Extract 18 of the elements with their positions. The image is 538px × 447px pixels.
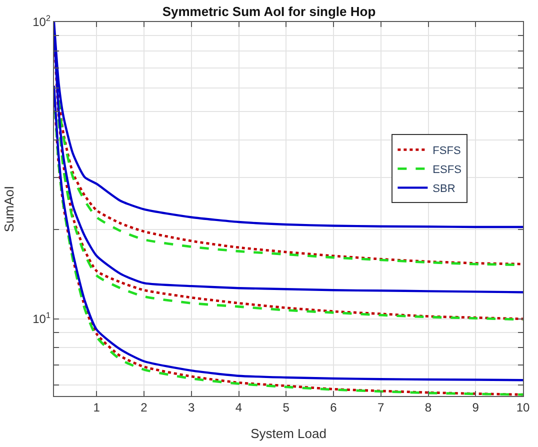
chart-title: Symmetric Sum AoI for single Hop bbox=[162, 4, 376, 19]
x-tick-label: 5 bbox=[282, 400, 290, 414]
x-tick-label: 2 bbox=[140, 400, 148, 414]
legend-label: SBR bbox=[432, 182, 456, 195]
y-axis-title: SumAoI bbox=[2, 186, 17, 232]
y-tick-label: 10$^{1}$ bbox=[32, 310, 51, 326]
x-tick-label: 7 bbox=[378, 400, 385, 414]
x-tick-label: 9 bbox=[472, 400, 480, 414]
x-tick-label: 1 bbox=[93, 400, 100, 414]
x-tick-label: 10 bbox=[516, 400, 530, 414]
x-tick-label: 4 bbox=[235, 400, 242, 414]
legend-label: ESFS bbox=[432, 164, 462, 176]
x-axis-title: System Load bbox=[250, 426, 326, 441]
x-tick-label: 3 bbox=[188, 400, 196, 414]
x-tick-label: 6 bbox=[330, 400, 338, 414]
x-tick-label: 8 bbox=[424, 400, 432, 414]
legend-label: FSFS bbox=[432, 144, 461, 157]
y-tick-label: 10$^{2}$ bbox=[32, 13, 51, 30]
